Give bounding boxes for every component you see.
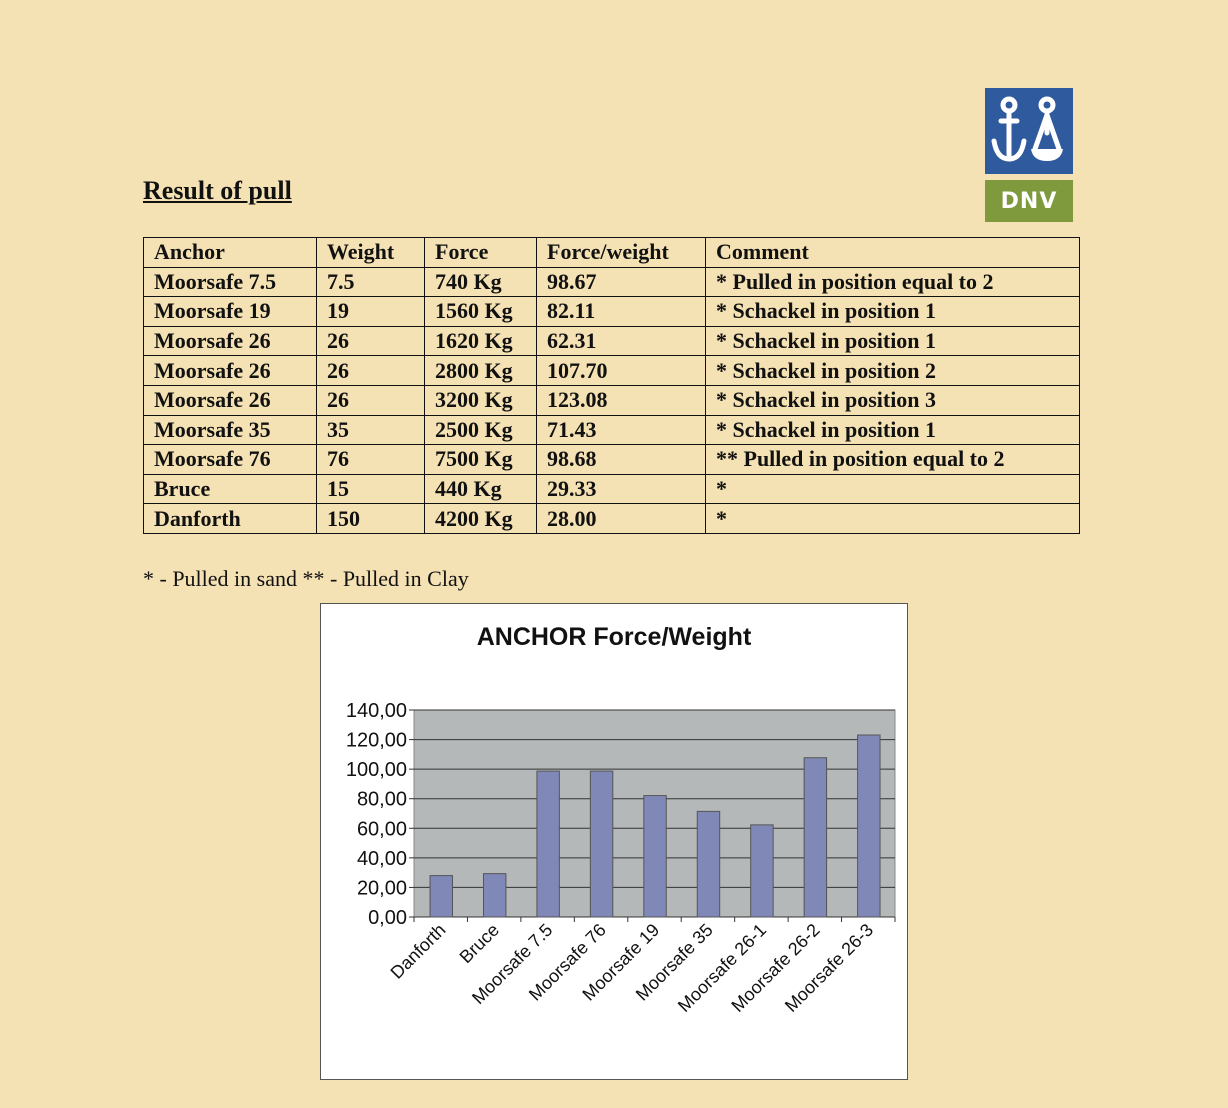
table-cell: 26 <box>316 325 425 357</box>
table-cell: * Schackel in position 1 <box>705 296 1080 327</box>
table-cell: Danforth <box>143 503 317 534</box>
bar <box>643 795 667 918</box>
x-tick-label: Danforth <box>387 920 450 983</box>
y-tick-label: 40,00 <box>357 848 407 870</box>
dnv-logo: DNV <box>985 88 1073 222</box>
table-cell: 2500 Kg <box>424 414 537 446</box>
table-cell: Moorsafe 35 <box>143 414 317 446</box>
table-cell: 82.11 <box>536 296 706 327</box>
table-cell: * Schackel in position 1 <box>705 414 1080 446</box>
table-row: Danforth 150 4200 Kg 28.00 * <box>143 503 1080 534</box>
table-cell: 35 <box>316 414 425 446</box>
table-row: Moorsafe 26 26 3200 Kg 123.08 * Schackel in … <box>143 384 1080 416</box>
y-tick-label: 140,00 <box>346 700 407 722</box>
y-tick-label: 20,00 <box>357 877 407 899</box>
y-tick-label: 100,00 <box>346 759 407 781</box>
column-header: Force/weight <box>536 237 706 268</box>
table-cell: * Schackel in position 2 <box>705 355 1080 386</box>
bar <box>429 875 453 918</box>
table-cell: * Pulled in position equal to 2 <box>705 266 1080 298</box>
table-row: Moorsafe 7.5 7.5 740 Kg 98.67 * Pulled in po… <box>143 266 1080 298</box>
table-cell: 3200 Kg <box>424 384 537 416</box>
table-header-row: Anchor Weight Force Force/weight Comment <box>143 237 1080 268</box>
y-tick-label: 120,00 <box>346 730 407 752</box>
table-cell: 29.33 <box>536 473 706 505</box>
table-row: Moorsafe 19 19 1560 Kg 82.11 * Schackel in p… <box>143 296 1080 327</box>
table-cell: 28.00 <box>536 503 706 534</box>
table-cell: 123.08 <box>536 384 706 416</box>
table-cell: 740 Kg <box>424 266 537 298</box>
chart-title: ANCHOR Force/Weight <box>477 623 752 651</box>
bar <box>696 810 721 918</box>
table-cell: 76 <box>316 444 425 475</box>
table-cell: 26 <box>316 384 425 416</box>
table-cell: 1620 Kg <box>424 325 537 357</box>
results-table: Anchor Weight Force Force/weight Comment… <box>143 237 1080 534</box>
chart-svg: ANCHOR Force/Weight 0,00 20,00 40,00 60,00 80… <box>346 623 896 1016</box>
y-tick-label: 80,00 <box>357 789 407 811</box>
table-cell: Bruce <box>143 473 317 505</box>
y-tick-label: 0,00 <box>368 907 407 929</box>
table-row: Moorsafe 26 26 1620 Kg 62.31 * Schackel in p… <box>143 325 1080 357</box>
table-cell: * Schackel in position 1 <box>705 325 1080 357</box>
bar <box>536 770 560 918</box>
table-cell: 1560 Kg <box>424 296 537 327</box>
table-cell: 71.43 <box>536 414 706 446</box>
table-cell: * Schackel in position 3 <box>705 384 1080 416</box>
table-cell: Moorsafe 76 <box>143 444 317 475</box>
footnote: * - Pulled in sand ** - Pulled in Clay <box>143 566 469 591</box>
dnv-wordmark: DNV <box>985 180 1073 222</box>
table-row: Moorsafe 35 35 2500 Kg 71.43 * Schackel in p… <box>143 414 1080 446</box>
table-cell: 2800 Kg <box>424 355 537 386</box>
column-header: Weight <box>316 237 425 268</box>
table-cell: Moorsafe 26 <box>143 355 317 386</box>
table-cell: Moorsafe 19 <box>143 296 317 327</box>
table-cell: 107.70 <box>536 355 706 386</box>
force-weight-chart: ANCHOR Force/Weight 0,00 20,00 40,00 60,00 80… <box>320 603 908 1080</box>
table-row: Bruce 15 440 Kg 29.33 * <box>143 473 1080 505</box>
table-cell: 4200 Kg <box>424 503 537 534</box>
table-cell: 19 <box>316 296 425 327</box>
x-tick-label: Bruce <box>456 920 503 967</box>
column-header: Comment <box>705 237 1080 268</box>
bar <box>803 757 828 918</box>
table-cell: 26 <box>316 355 425 386</box>
bar <box>589 770 614 918</box>
anchor-scale-icon <box>985 88 1073 174</box>
table-cell: 15 <box>316 473 425 505</box>
column-header: Force <box>424 237 537 268</box>
table-cell: 440 Kg <box>424 473 537 505</box>
table-row: Moorsafe 76 76 7500 Kg 98.68 ** Pulled in po… <box>143 444 1080 475</box>
table-cell: 98.68 <box>536 444 706 475</box>
table-cell: 98.67 <box>536 266 706 298</box>
table-cell: Moorsafe 7.5 <box>143 266 317 298</box>
bar <box>750 824 774 918</box>
table-cell: 62.31 <box>536 325 706 357</box>
table-cell: 150 <box>316 503 425 534</box>
table-cell: 7500 Kg <box>424 444 537 475</box>
column-header: Anchor <box>143 237 317 268</box>
table-cell: * <box>705 503 1080 534</box>
table-cell: ** Pulled in position equal to 2 <box>705 444 1080 475</box>
table-row: Moorsafe 26 26 2800 Kg 107.70 * Schackel in … <box>143 355 1080 386</box>
table-cell: 7.5 <box>316 266 425 298</box>
bar <box>482 873 507 918</box>
table-cell: Moorsafe 26 <box>143 384 317 416</box>
table-cell: Moorsafe 26 <box>143 325 317 357</box>
bar <box>857 734 881 918</box>
page-heading: Result of pull <box>143 176 292 205</box>
table-cell: * <box>705 473 1080 505</box>
y-tick-label: 60,00 <box>357 818 407 840</box>
